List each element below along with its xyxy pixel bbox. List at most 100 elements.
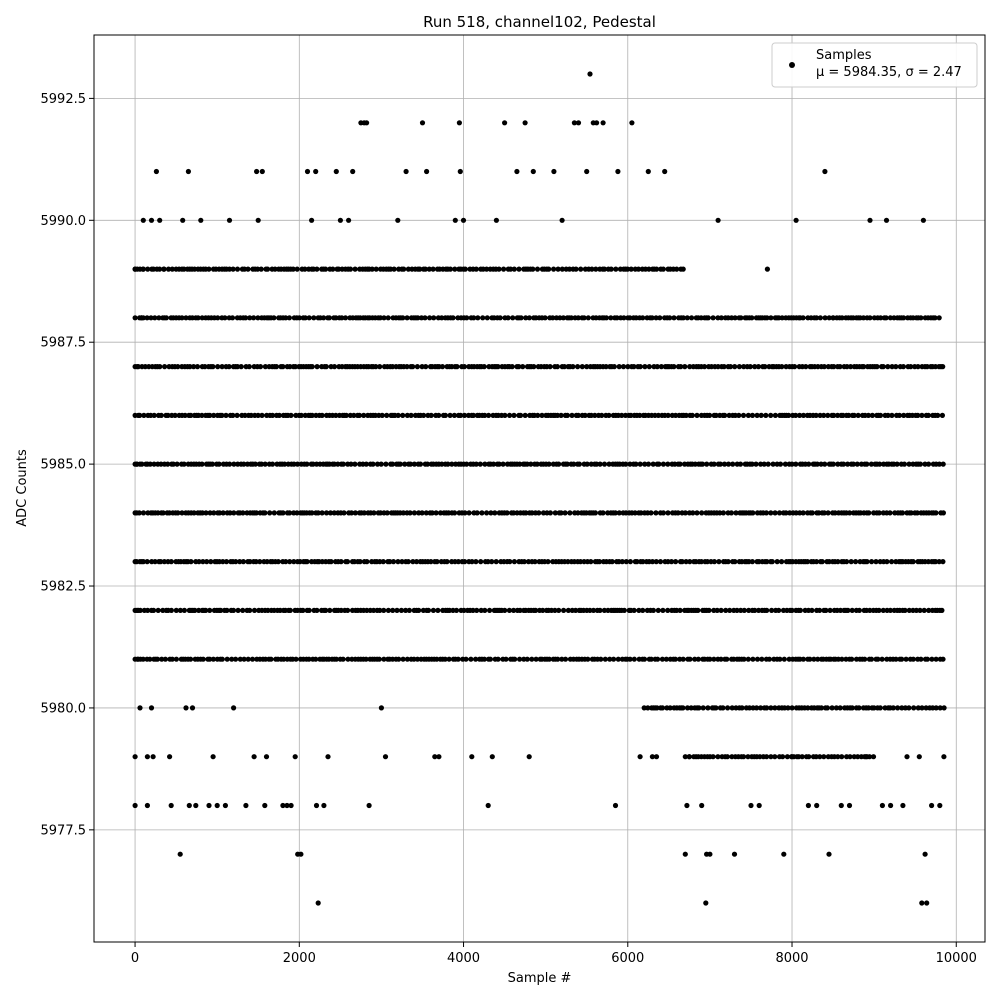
data-point <box>514 168 520 175</box>
data-point <box>534 461 540 467</box>
data-point <box>419 364 425 370</box>
data-point <box>429 510 435 516</box>
data-point <box>144 559 150 565</box>
data-point <box>210 364 216 370</box>
data-point <box>203 607 209 614</box>
data-point <box>259 168 265 175</box>
data-point <box>936 559 942 565</box>
data-point <box>414 364 420 370</box>
data-point <box>817 754 823 760</box>
data-point <box>829 705 835 711</box>
data-point <box>813 559 820 565</box>
data-point <box>663 656 670 662</box>
data-point <box>135 607 141 614</box>
data-point <box>157 266 163 272</box>
data-point <box>558 510 564 516</box>
data-point <box>933 510 939 516</box>
data-point <box>309 412 315 418</box>
data-point <box>762 364 768 370</box>
data-point <box>554 364 561 370</box>
data-point <box>893 656 899 662</box>
data-point <box>822 315 828 321</box>
data-point <box>634 559 640 565</box>
data-point <box>866 510 872 516</box>
data-point <box>199 461 205 467</box>
data-point <box>414 656 421 662</box>
data-point <box>621 315 627 321</box>
data-point <box>321 315 327 321</box>
data-point <box>672 656 679 662</box>
data-point <box>818 705 825 711</box>
data-point <box>253 510 259 516</box>
data-point <box>230 266 236 272</box>
data-point <box>855 754 861 760</box>
data-point <box>692 656 698 662</box>
data-point <box>482 412 488 418</box>
data-point <box>741 754 747 760</box>
data-point <box>620 364 627 370</box>
data-point <box>284 802 290 809</box>
data-point <box>328 559 334 565</box>
data-point <box>473 559 479 565</box>
data-point <box>606 461 612 467</box>
data-point <box>631 607 637 614</box>
data-point <box>497 315 503 321</box>
x-tick-label: 8000 <box>775 951 808 966</box>
data-point <box>546 656 552 662</box>
data-point <box>287 559 293 565</box>
data-point <box>758 412 764 418</box>
data-point <box>668 559 675 565</box>
data-point <box>777 461 784 467</box>
data-point <box>400 315 406 321</box>
data-point <box>462 510 468 516</box>
data-point <box>724 754 731 760</box>
data-point <box>530 266 536 272</box>
data-point <box>918 315 924 321</box>
data-point <box>463 656 469 662</box>
data-point <box>902 607 908 614</box>
data-point <box>160 510 166 516</box>
data-point <box>889 412 895 418</box>
data-point <box>414 559 420 565</box>
data-point <box>422 315 428 321</box>
data-point <box>518 412 524 418</box>
data-point <box>384 412 390 418</box>
data-point <box>779 364 785 370</box>
data-point <box>667 315 673 321</box>
data-point <box>573 266 579 272</box>
data-point <box>746 607 752 614</box>
data-point <box>721 364 727 370</box>
data-point <box>598 656 604 662</box>
data-point <box>813 412 819 418</box>
data-point <box>387 559 393 565</box>
data-point <box>918 656 924 662</box>
data-point <box>649 754 656 760</box>
data-point <box>578 266 584 272</box>
data-point <box>870 754 877 760</box>
data-point <box>727 607 733 614</box>
data-point <box>684 315 690 321</box>
data-point <box>721 461 728 467</box>
data-point <box>874 364 880 370</box>
data-point <box>255 217 261 223</box>
data-point <box>462 559 468 565</box>
data-point <box>835 754 841 760</box>
data-point <box>917 461 924 467</box>
data-point <box>835 412 841 418</box>
data-point <box>866 754 873 760</box>
data-point <box>340 656 346 662</box>
data-point <box>487 656 493 662</box>
data-point <box>161 559 167 565</box>
data-point <box>782 461 789 467</box>
data-point <box>489 754 495 760</box>
data-point <box>908 364 914 370</box>
data-point <box>550 315 556 321</box>
plot-frame <box>93 34 986 943</box>
data-point <box>940 461 946 467</box>
data-point <box>254 168 260 175</box>
data-point <box>819 559 825 565</box>
data-point <box>769 559 775 565</box>
data-point <box>566 266 573 272</box>
data-point <box>804 559 811 565</box>
data-point <box>222 315 228 321</box>
